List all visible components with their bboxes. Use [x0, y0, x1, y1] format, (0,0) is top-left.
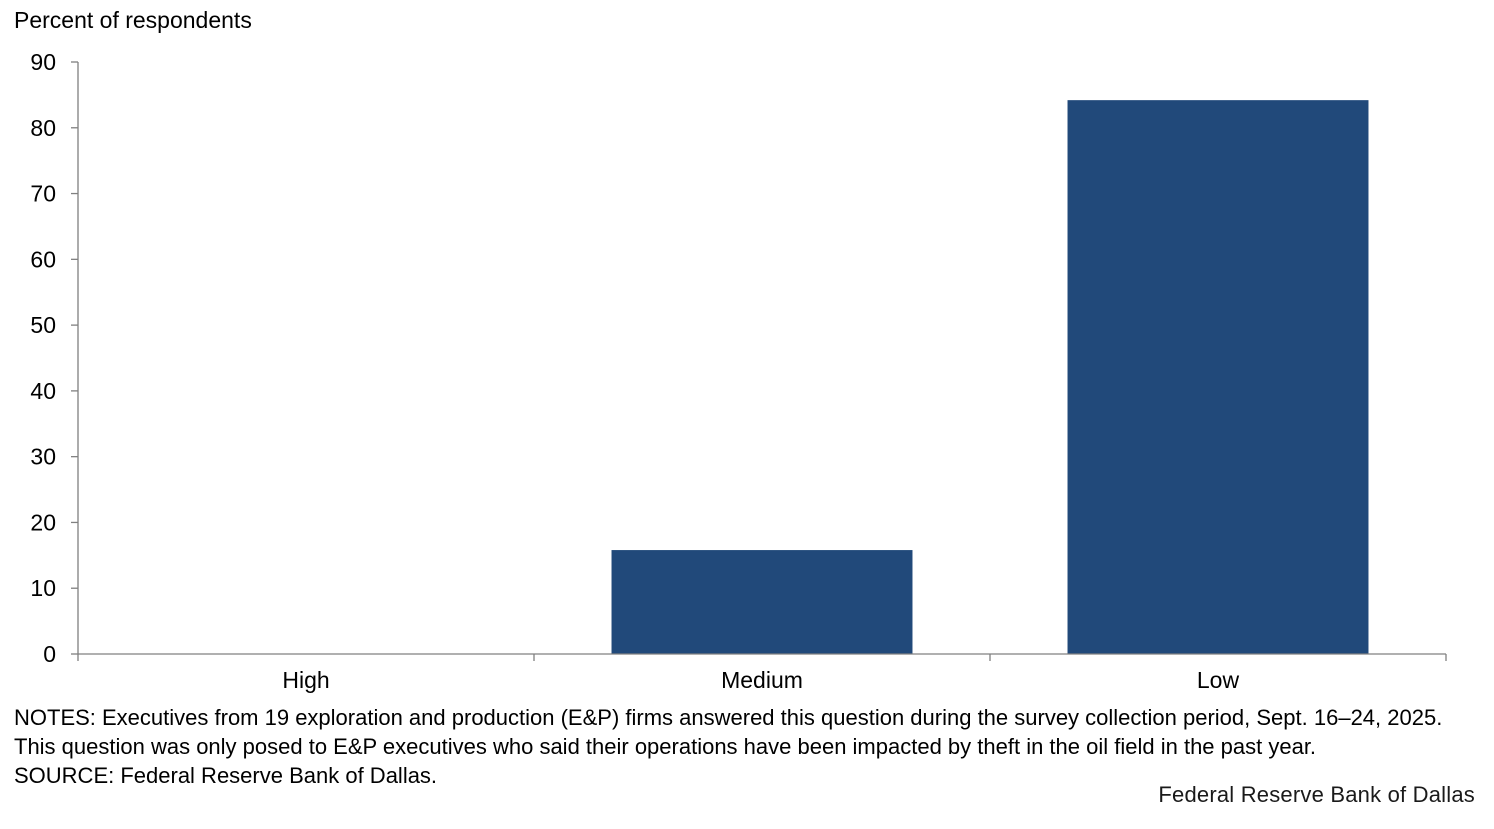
x-tick-label: High [282, 667, 329, 693]
x-axis: High Medium Low [77, 653, 1447, 693]
y-tick-label: 80 [30, 115, 56, 141]
x-tick-label: Low [1197, 667, 1240, 693]
source-text: SOURCE: Federal Reserve Bank of Dallas. [14, 763, 438, 788]
y-tick-label: 30 [30, 444, 56, 470]
y-tick-label: 50 [30, 312, 56, 338]
y-axis-ticks: 0 10 20 30 40 50 60 70 80 90 [30, 49, 79, 667]
bar-chart: Percent of respondents 0 10 20 30 40 50 60 70 80… [14, 7, 1447, 693]
bar-low [1067, 100, 1369, 654]
y-tick-label: 90 [30, 49, 56, 75]
bar-medium [611, 550, 913, 654]
y-tick-label: 70 [30, 181, 56, 207]
bars [611, 100, 1369, 654]
x-tick-label: Medium [721, 667, 803, 693]
notes-text: NOTES: Executives from 19 exploration an… [14, 705, 1443, 759]
y-axis-label: Percent of respondents [14, 7, 252, 33]
y-tick-label: 10 [30, 575, 56, 601]
branding-text: Federal Reserve Bank of Dallas [1158, 782, 1475, 807]
y-tick-label: 40 [30, 378, 56, 404]
y-tick-label: 60 [30, 246, 56, 272]
y-tick-label: 0 [43, 641, 56, 667]
notes: NOTES: Executives from 19 exploration an… [14, 703, 1484, 790]
y-tick-label: 20 [30, 509, 56, 535]
